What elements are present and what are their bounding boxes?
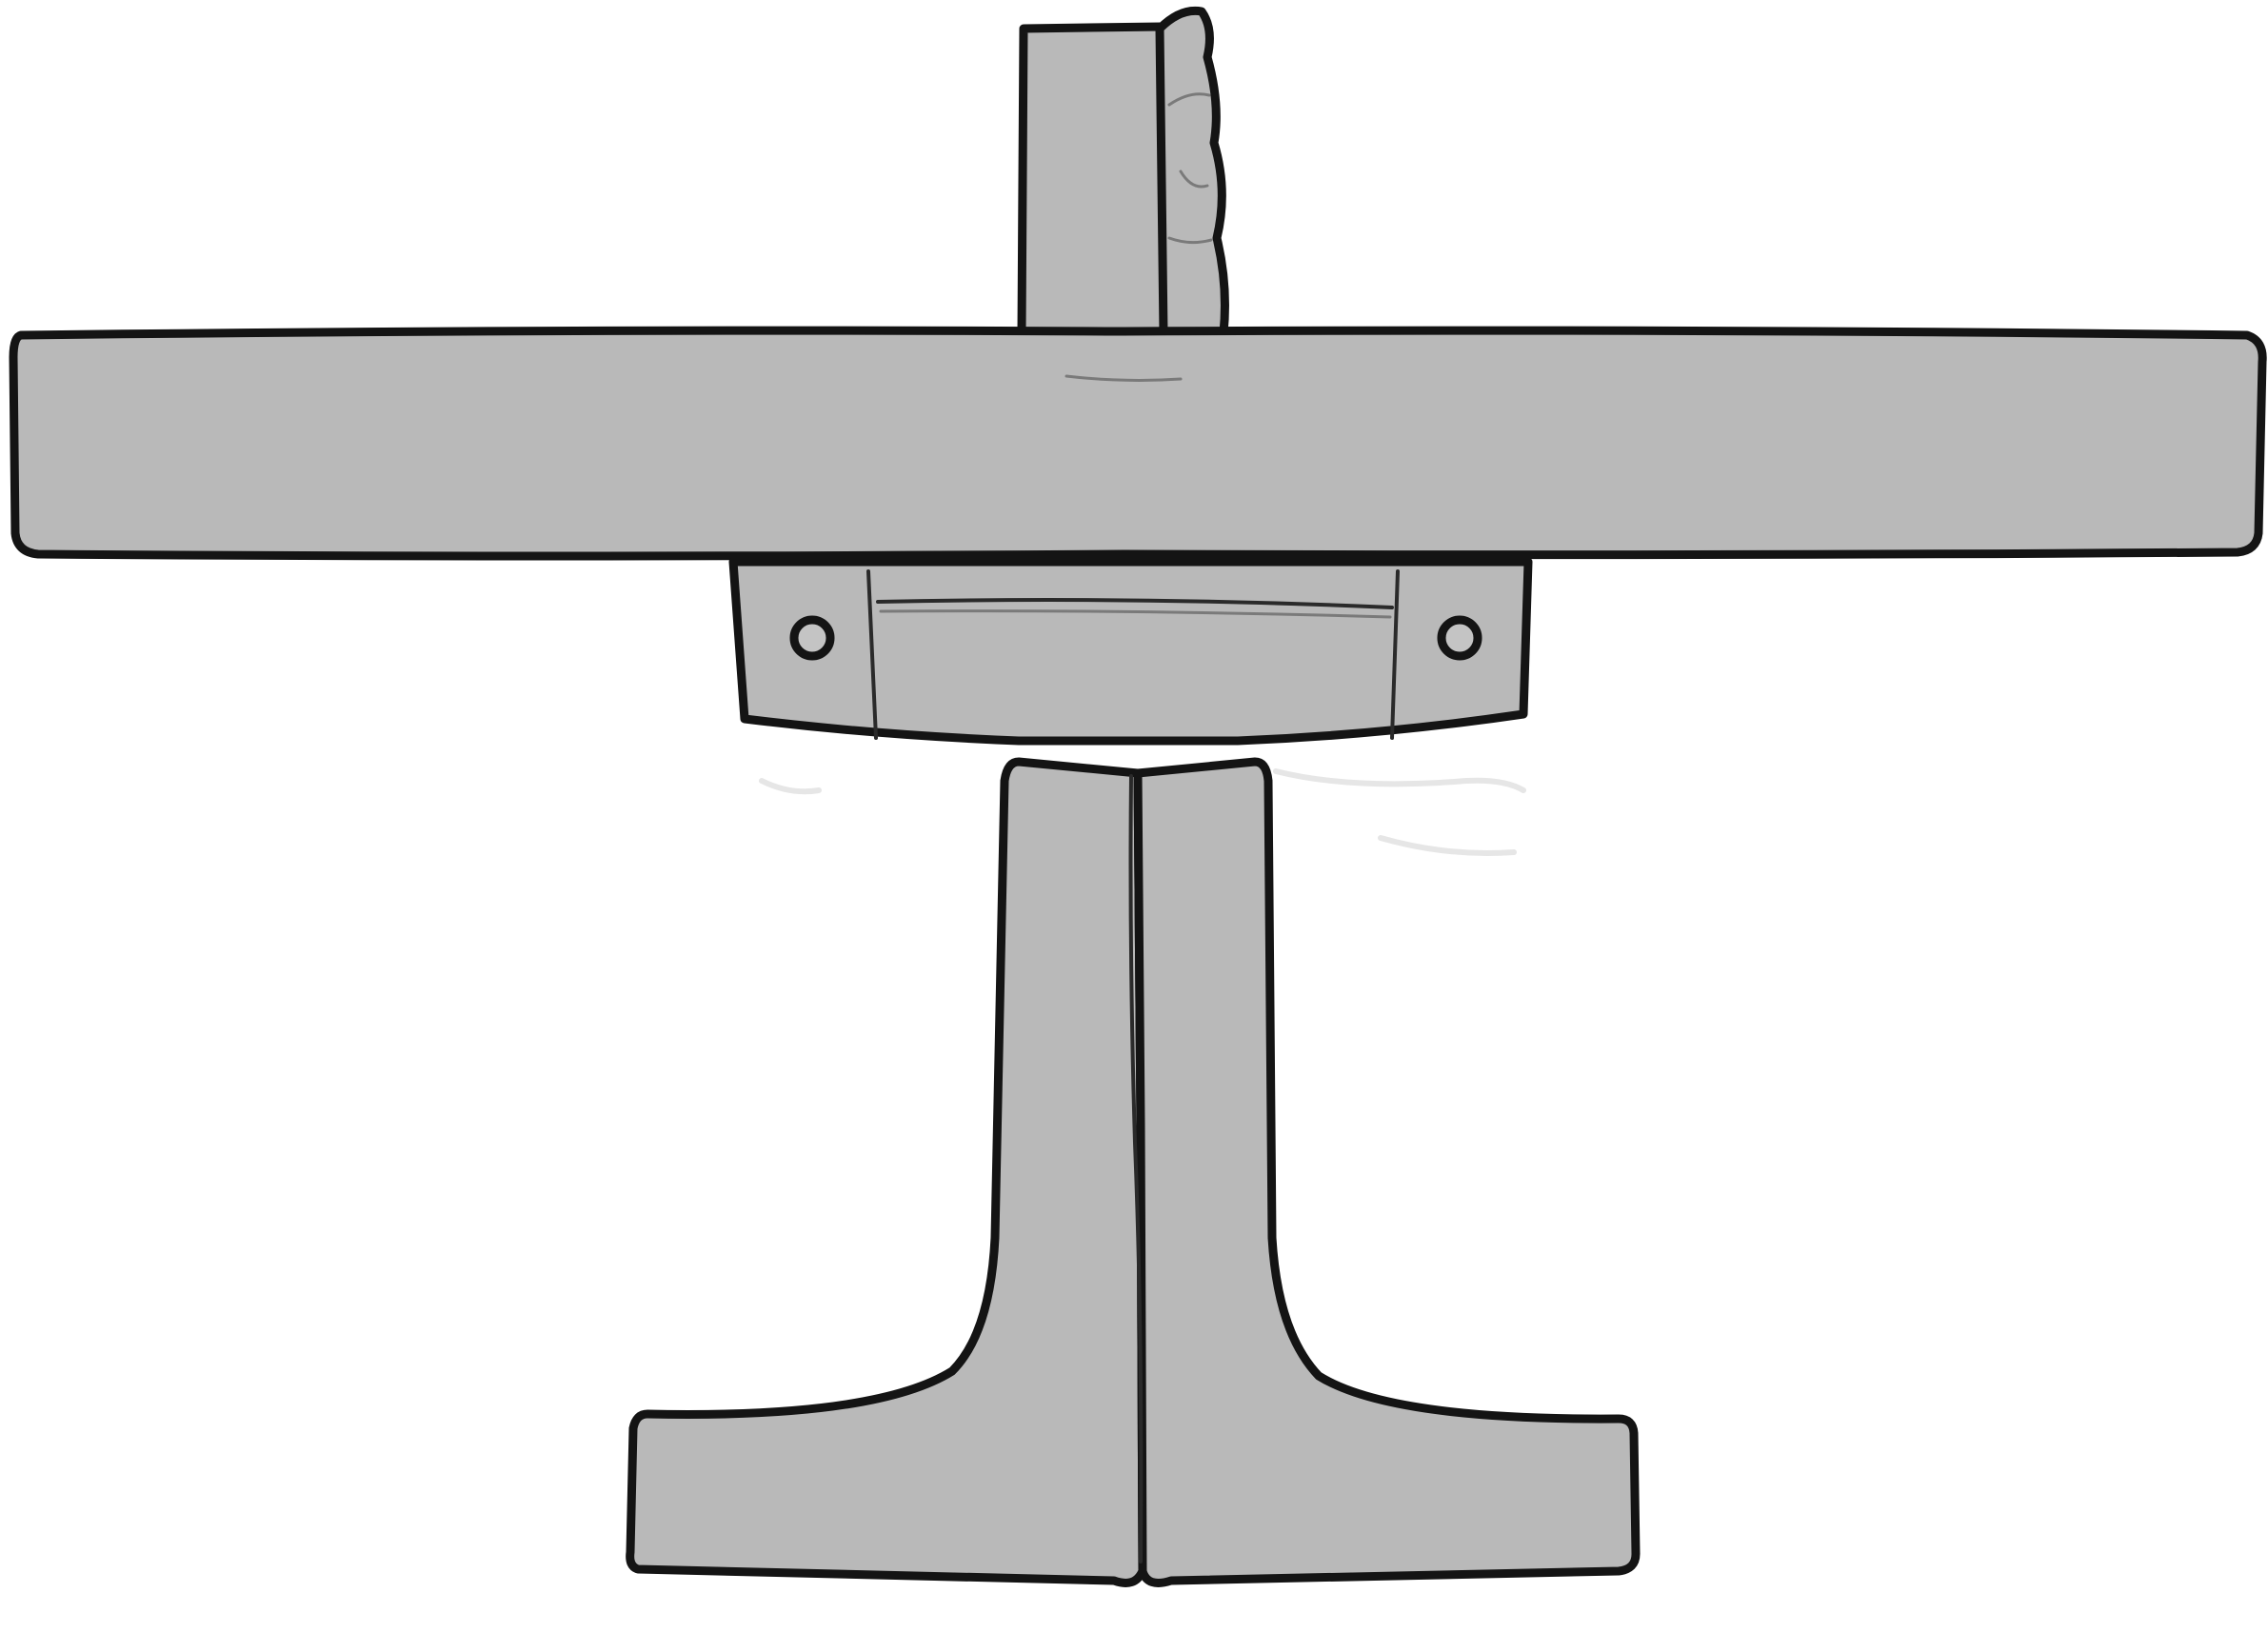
stem-seam xyxy=(1128,774,1144,1563)
bracket-block xyxy=(728,557,1533,746)
bolt-right-icon xyxy=(1437,615,1482,661)
pedestal-left-half xyxy=(626,757,1147,1587)
pedestal-right-half xyxy=(1133,757,1641,1587)
bolt-left-icon xyxy=(789,615,835,661)
crossbar xyxy=(9,326,2267,561)
top-post xyxy=(1017,6,1229,338)
